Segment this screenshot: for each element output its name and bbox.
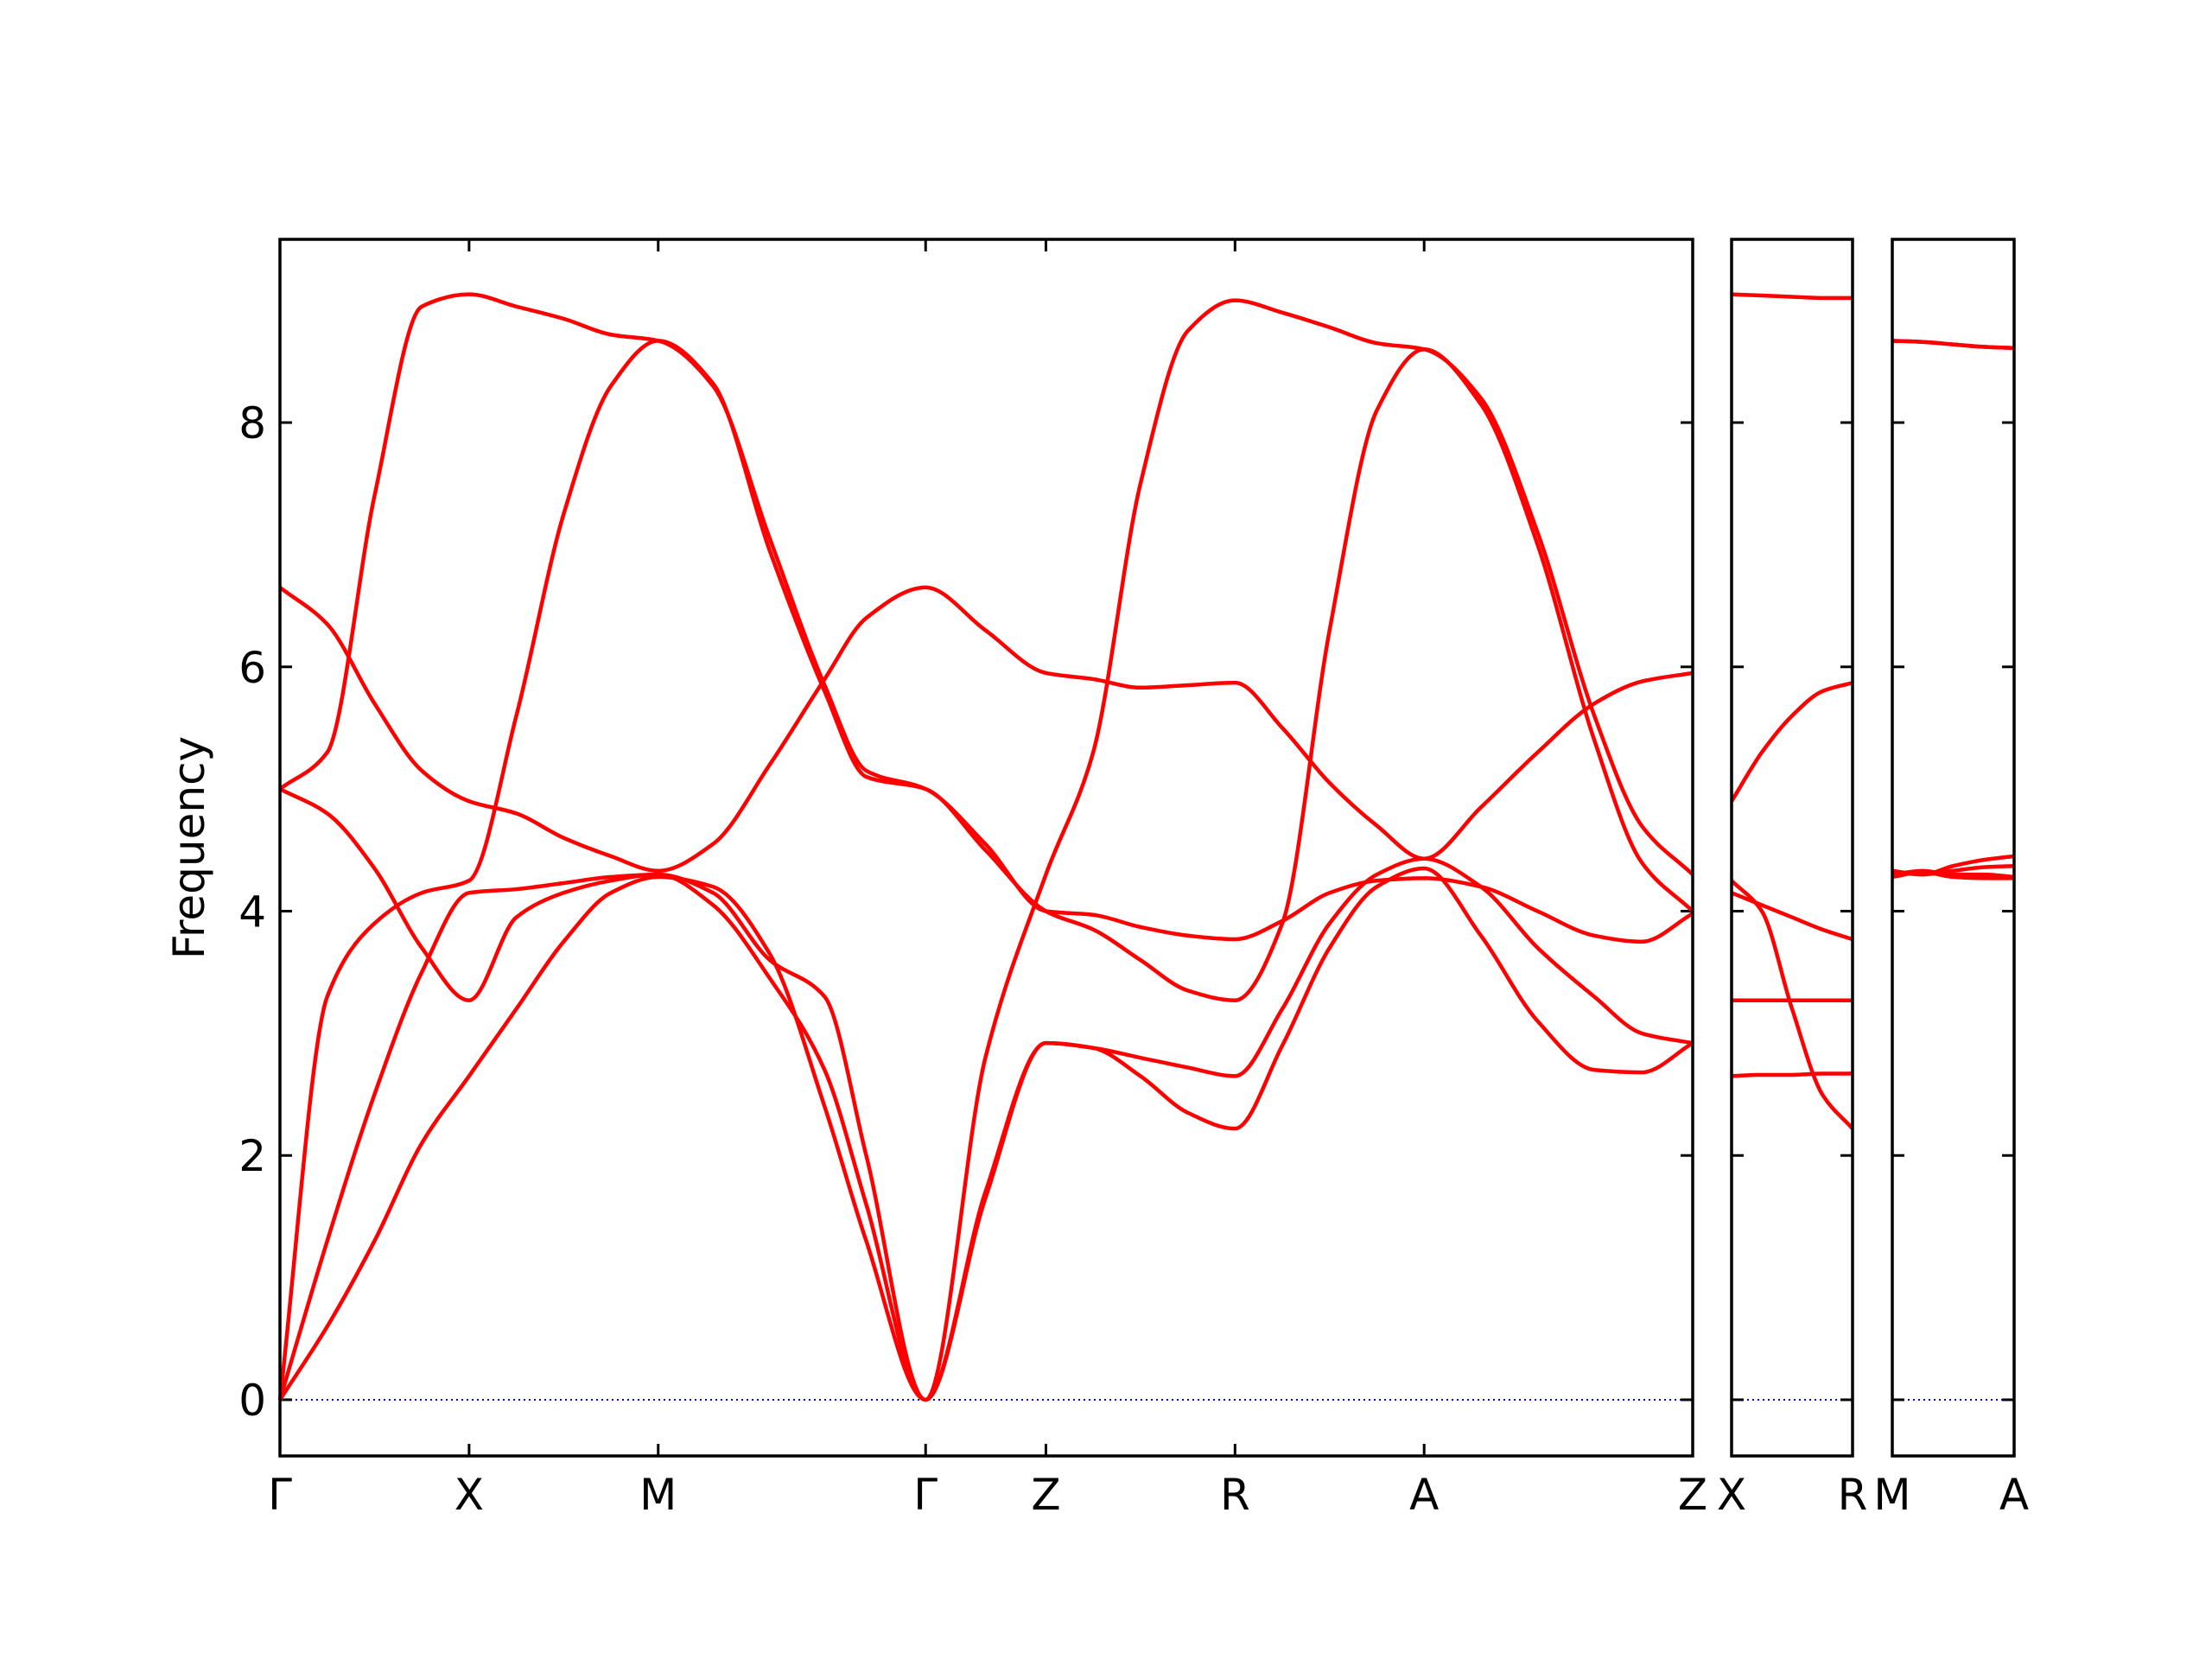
- plot-frame: [278, 238, 1694, 1458]
- y-tick-label: 8: [238, 398, 266, 448]
- x-tick-label: Z: [1031, 1470, 1060, 1520]
- y-tick-label: 4: [238, 887, 266, 938]
- band-line: [1891, 868, 2015, 880]
- y-tick-label: 6: [238, 643, 266, 693]
- x-tick-label: A: [1999, 1470, 2029, 1520]
- band-line: [277, 339, 1694, 1401]
- y-tick-label: 0: [238, 1376, 266, 1426]
- x-tick-label: M: [639, 1470, 677, 1520]
- x-tick-label: Γ: [268, 1470, 292, 1520]
- x-tick-label: Γ: [913, 1470, 938, 1520]
- band-line: [278, 298, 1694, 1402]
- x-tick-label: X: [1717, 1470, 1746, 1520]
- x-tick-label: R: [1838, 1470, 1868, 1520]
- band-line: [1731, 1071, 1853, 1078]
- band-line: [277, 856, 1694, 1402]
- band-line: [1731, 292, 1853, 301]
- x-tick-label: X: [454, 1470, 484, 1520]
- plot-frame: [1891, 238, 2016, 1458]
- x-tick-label: R: [1220, 1470, 1250, 1520]
- band-line: [278, 866, 1694, 1402]
- band-line: [1730, 680, 1853, 803]
- y-axis-label: Frequency: [164, 736, 214, 959]
- band-line: [278, 292, 1694, 944]
- band-line: [1731, 891, 1853, 942]
- y-tick-label: 2: [238, 1131, 266, 1181]
- x-tick-label: A: [1409, 1470, 1439, 1520]
- band-line: [1891, 339, 2015, 351]
- x-tick-label: M: [1873, 1470, 1910, 1520]
- x-tick-label: Z: [1678, 1470, 1707, 1520]
- plot-frame: [1730, 238, 1854, 1458]
